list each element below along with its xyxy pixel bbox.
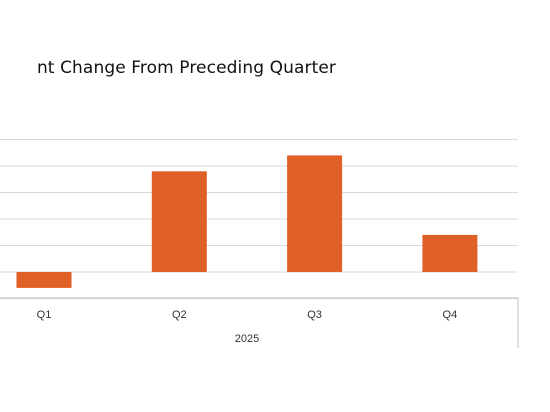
x-axis-labels: Q1 Q2 Q3 Q4 2025 (37, 309, 458, 345)
gridlines (0, 139, 518, 299)
x-group-label: 2025 (235, 333, 259, 345)
x-tick-label: Q4 (443, 309, 458, 321)
bar-q2 (151, 171, 207, 272)
x-tick-label: Q3 (307, 309, 322, 321)
bar-q4 (422, 234, 478, 272)
x-tick-label: Q1 (37, 309, 52, 321)
chart-title: nt Change From Preceding Quarter (36, 58, 336, 78)
bar-q1 (16, 272, 72, 288)
bars (16, 155, 478, 288)
x-tick-label: Q2 (172, 309, 187, 321)
x-axis (0, 297, 519, 348)
bar-q3 (287, 155, 343, 272)
